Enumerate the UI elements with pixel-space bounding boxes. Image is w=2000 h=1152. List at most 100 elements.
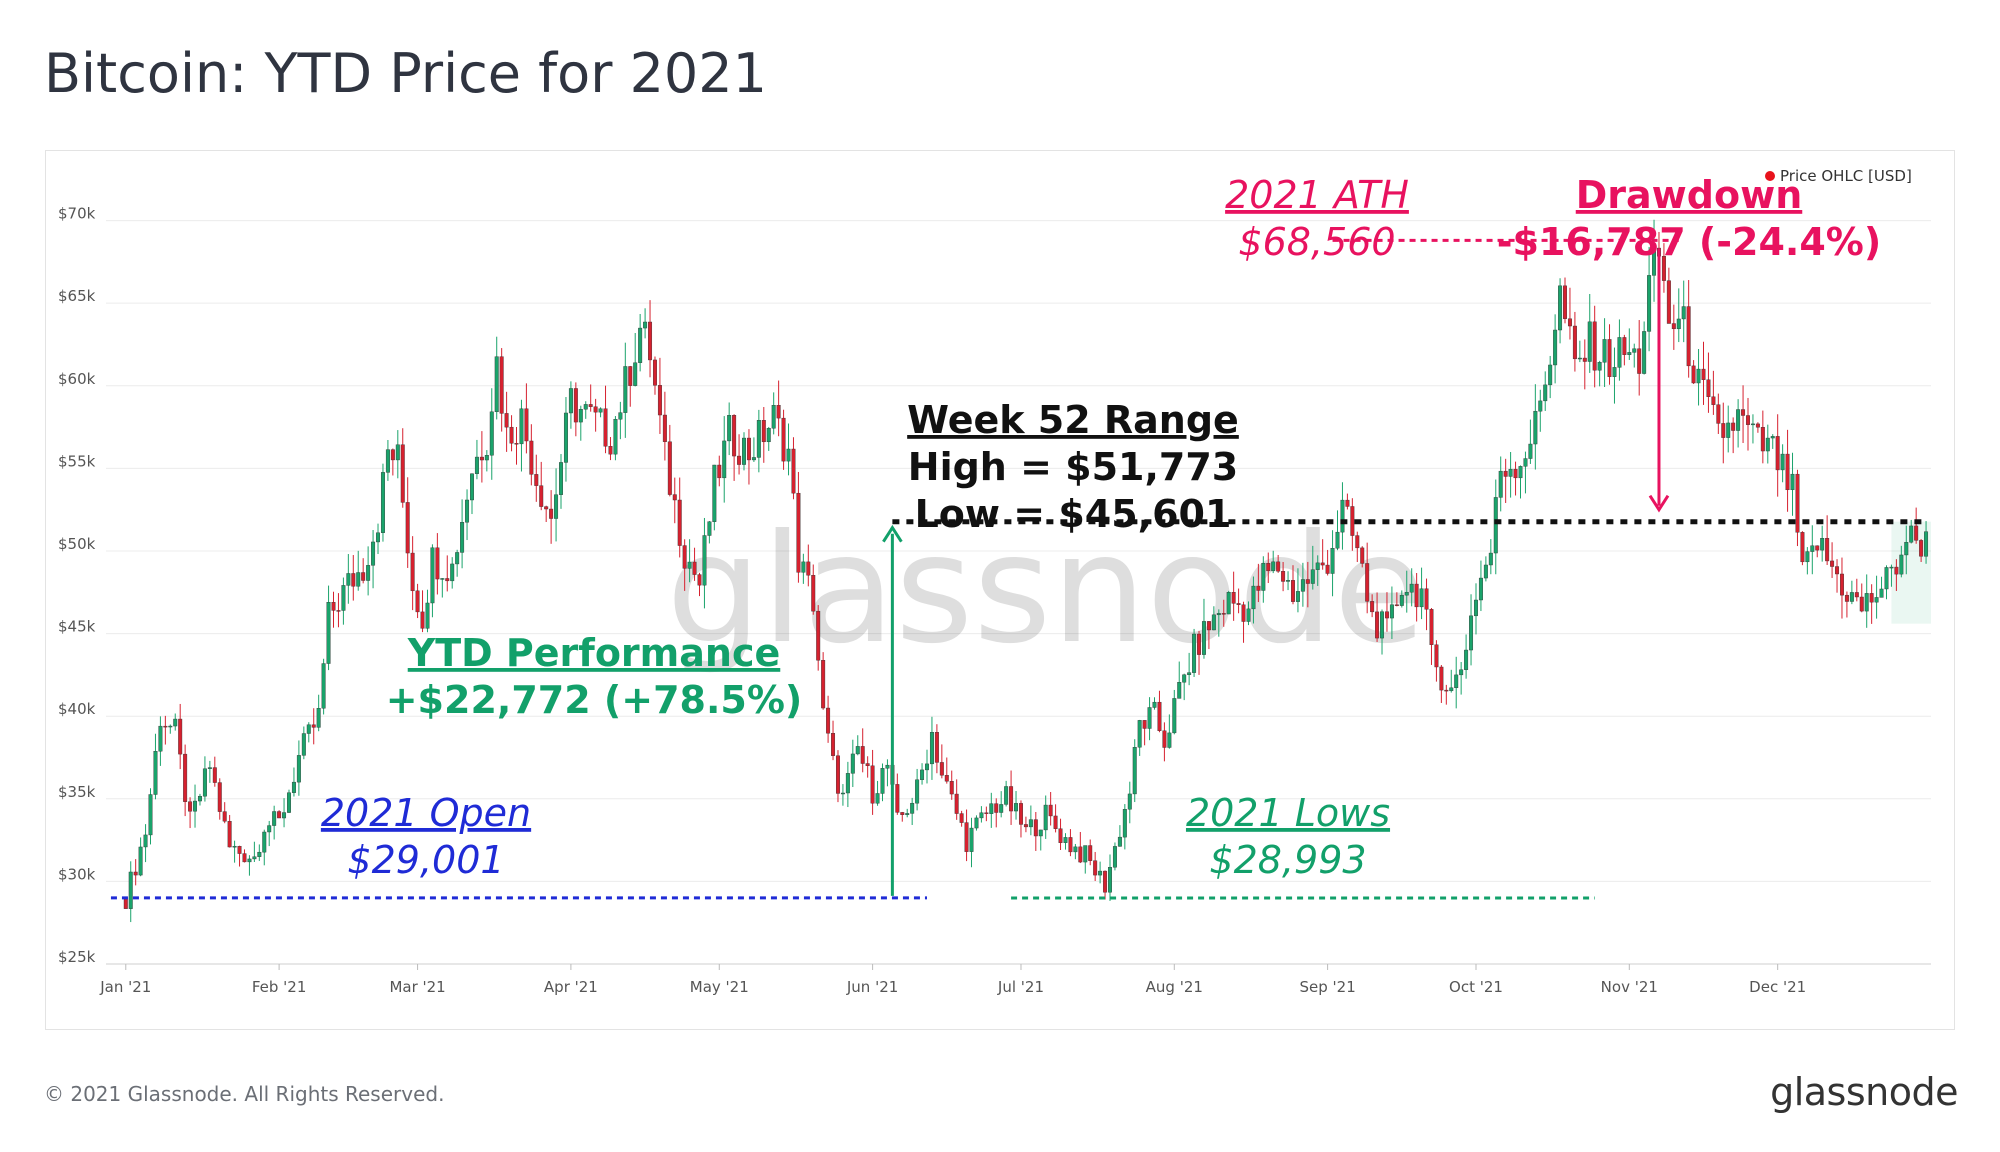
candle xyxy=(643,321,648,329)
candle xyxy=(158,725,163,752)
ath-label: 2021 ATH xyxy=(1225,173,1409,217)
candle xyxy=(1058,828,1063,843)
candle xyxy=(1652,247,1657,276)
candle xyxy=(336,610,341,612)
y-tick-label: $60k xyxy=(58,370,96,388)
candle xyxy=(1330,547,1335,574)
ytd-arrow-head xyxy=(882,524,903,543)
candle xyxy=(1142,720,1147,729)
candle xyxy=(727,415,732,442)
candle xyxy=(1221,613,1226,615)
candle xyxy=(1815,545,1820,551)
candle xyxy=(1543,384,1548,402)
candle xyxy=(1909,525,1914,543)
candle xyxy=(672,494,677,501)
candle xyxy=(801,561,806,573)
y-tick-label: $55k xyxy=(58,452,96,470)
candle xyxy=(657,385,662,416)
candle xyxy=(1345,499,1350,507)
candle xyxy=(222,811,227,822)
candle xyxy=(1137,720,1142,748)
candle xyxy=(178,718,183,755)
candle xyxy=(509,426,514,444)
annotations: 2021 Open$29,001 2021 Lows$28,993 YTD Perf… xyxy=(110,173,1923,900)
candle xyxy=(489,411,494,456)
candle xyxy=(188,801,193,812)
candle xyxy=(257,851,262,857)
candle xyxy=(331,602,336,611)
candle xyxy=(1276,561,1281,572)
candle xyxy=(554,494,559,519)
candle xyxy=(1375,611,1380,639)
candle xyxy=(1177,682,1182,699)
candle xyxy=(1706,379,1711,397)
candle xyxy=(405,502,410,554)
candle xyxy=(934,732,939,763)
candle xyxy=(776,405,781,419)
candle xyxy=(1068,837,1073,853)
candle xyxy=(1642,331,1647,374)
candle xyxy=(326,602,331,664)
candle xyxy=(964,822,969,852)
candle xyxy=(197,795,202,802)
candle xyxy=(1711,396,1716,405)
candle xyxy=(1295,591,1300,602)
candle xyxy=(1226,592,1231,615)
candle xyxy=(1686,306,1691,367)
candle xyxy=(524,408,529,442)
candle xyxy=(1691,365,1696,384)
candle xyxy=(1632,348,1637,353)
candle xyxy=(1004,786,1009,805)
candle xyxy=(766,428,771,443)
candle xyxy=(1350,506,1355,536)
candle xyxy=(435,547,440,580)
candle xyxy=(1721,423,1726,438)
candle xyxy=(692,561,697,575)
candle xyxy=(148,794,153,836)
candle xyxy=(1577,357,1582,360)
lows-value: $28,993 xyxy=(1209,838,1366,882)
candle xyxy=(1023,824,1028,828)
candle xyxy=(301,733,306,756)
candle xyxy=(1083,845,1088,863)
drawdown-label: Drawdown xyxy=(1576,173,1803,217)
candle xyxy=(1775,436,1780,471)
candle xyxy=(816,610,821,661)
candle xyxy=(756,420,761,458)
candle xyxy=(1478,577,1483,601)
candle xyxy=(1157,701,1162,731)
y-tick-label: $40k xyxy=(58,700,96,718)
candle xyxy=(583,404,588,410)
candle xyxy=(1597,362,1602,371)
candle xyxy=(1404,591,1409,596)
y-tick-label: $25k xyxy=(58,948,96,966)
candle xyxy=(667,441,672,495)
candle xyxy=(742,437,746,465)
candle xyxy=(939,762,944,776)
candle xyxy=(1187,672,1192,675)
candle xyxy=(559,462,563,495)
candle xyxy=(573,388,578,423)
candle xyxy=(1488,552,1493,566)
candle xyxy=(306,724,311,734)
candle xyxy=(1904,542,1909,556)
candle xyxy=(1464,649,1469,670)
candle xyxy=(563,412,568,463)
candle xyxy=(1172,698,1177,734)
candle xyxy=(949,781,954,795)
candle xyxy=(1365,563,1370,602)
candle xyxy=(1726,422,1731,438)
candle xyxy=(425,602,430,629)
candle xyxy=(1795,473,1800,533)
x-tick-label: Nov '21 xyxy=(1601,978,1658,996)
candle xyxy=(1899,554,1904,575)
candle xyxy=(395,444,400,461)
candle xyxy=(722,440,727,479)
y-tick-label: $65k xyxy=(58,287,96,305)
candle xyxy=(1201,621,1206,655)
candle xyxy=(732,415,737,457)
x-tick-label: Mar '21 xyxy=(389,978,445,996)
candle xyxy=(1162,730,1167,748)
candle xyxy=(252,856,257,860)
candle xyxy=(1567,318,1572,327)
